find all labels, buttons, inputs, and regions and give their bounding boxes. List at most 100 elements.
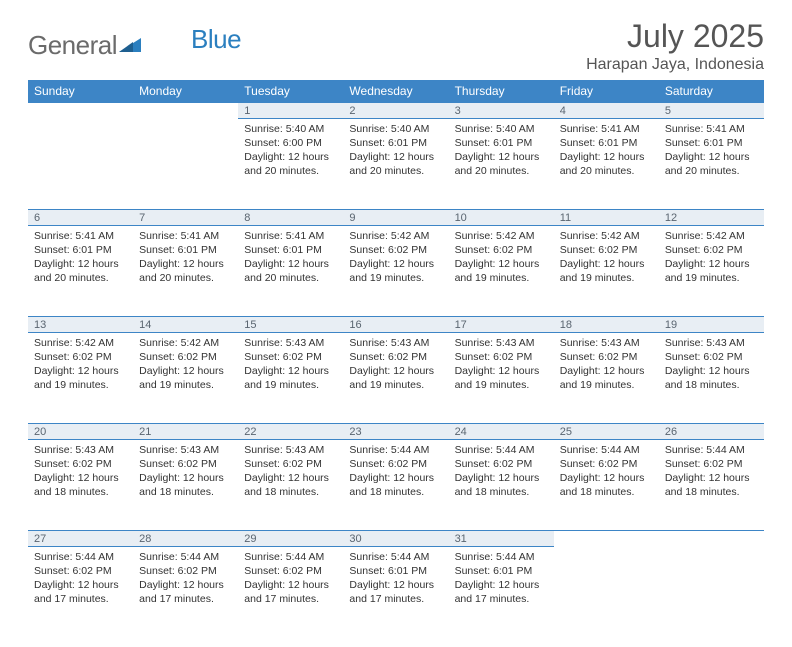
day-details: Sunrise: 5:43 AMSunset: 6:02 PMDaylight:… bbox=[244, 440, 337, 500]
location-label: Harapan Jaya, Indonesia bbox=[586, 56, 764, 74]
day-number-cell: 16 bbox=[343, 316, 448, 332]
day-details: Sunrise: 5:44 AMSunset: 6:01 PMDaylight:… bbox=[349, 547, 442, 607]
day-number-cell: 21 bbox=[133, 423, 238, 439]
day-cell: Sunrise: 5:42 AMSunset: 6:02 PMDaylight:… bbox=[133, 332, 238, 423]
header: General Blue July 2025 Harapan Jaya, Ind… bbox=[28, 20, 764, 74]
day-number-cell: 23 bbox=[343, 423, 448, 439]
day-number-cell: 8 bbox=[238, 209, 343, 225]
week-row: Sunrise: 5:43 AMSunset: 6:02 PMDaylight:… bbox=[28, 439, 764, 530]
day-cell: Sunrise: 5:40 AMSunset: 6:01 PMDaylight:… bbox=[449, 118, 554, 209]
day-cell: Sunrise: 5:44 AMSunset: 6:02 PMDaylight:… bbox=[659, 439, 764, 530]
day-cell: Sunrise: 5:42 AMSunset: 6:02 PMDaylight:… bbox=[28, 332, 133, 423]
day-cell: Sunrise: 5:44 AMSunset: 6:02 PMDaylight:… bbox=[554, 439, 659, 530]
column-header: Monday bbox=[133, 80, 238, 103]
day-cell: Sunrise: 5:42 AMSunset: 6:02 PMDaylight:… bbox=[659, 225, 764, 316]
day-cell: Sunrise: 5:41 AMSunset: 6:01 PMDaylight:… bbox=[28, 225, 133, 316]
day-details: Sunrise: 5:40 AMSunset: 6:00 PMDaylight:… bbox=[244, 119, 337, 179]
day-number-cell: 31 bbox=[449, 530, 554, 546]
day-number-cell: 22 bbox=[238, 423, 343, 439]
day-details: Sunrise: 5:43 AMSunset: 6:02 PMDaylight:… bbox=[34, 440, 127, 500]
empty-day-number-cell bbox=[659, 530, 764, 546]
column-header: Tuesday bbox=[238, 80, 343, 103]
week-row: Sunrise: 5:40 AMSunset: 6:00 PMDaylight:… bbox=[28, 118, 764, 209]
day-cell: Sunrise: 5:42 AMSunset: 6:02 PMDaylight:… bbox=[449, 225, 554, 316]
day-details: Sunrise: 5:41 AMSunset: 6:01 PMDaylight:… bbox=[34, 226, 127, 286]
day-number-cell: 1 bbox=[238, 102, 343, 118]
day-number-cell: 7 bbox=[133, 209, 238, 225]
day-cell: Sunrise: 5:40 AMSunset: 6:01 PMDaylight:… bbox=[343, 118, 448, 209]
day-number-cell: 30 bbox=[343, 530, 448, 546]
day-number-cell: 24 bbox=[449, 423, 554, 439]
day-cell: Sunrise: 5:44 AMSunset: 6:01 PMDaylight:… bbox=[449, 546, 554, 637]
empty-day-cell bbox=[28, 118, 133, 209]
logo-text-general: General bbox=[28, 30, 117, 61]
column-header: Saturday bbox=[659, 80, 764, 103]
day-number-cell: 9 bbox=[343, 209, 448, 225]
day-number-cell: 11 bbox=[554, 209, 659, 225]
day-details: Sunrise: 5:44 AMSunset: 6:02 PMDaylight:… bbox=[455, 440, 548, 500]
day-cell: Sunrise: 5:43 AMSunset: 6:02 PMDaylight:… bbox=[238, 439, 343, 530]
day-details: Sunrise: 5:44 AMSunset: 6:02 PMDaylight:… bbox=[139, 547, 232, 607]
column-header: Sunday bbox=[28, 80, 133, 103]
day-cell: Sunrise: 5:44 AMSunset: 6:02 PMDaylight:… bbox=[133, 546, 238, 637]
day-details: Sunrise: 5:44 AMSunset: 6:01 PMDaylight:… bbox=[455, 547, 548, 607]
day-details: Sunrise: 5:41 AMSunset: 6:01 PMDaylight:… bbox=[560, 119, 653, 179]
day-details: Sunrise: 5:43 AMSunset: 6:02 PMDaylight:… bbox=[244, 333, 337, 393]
day-cell: Sunrise: 5:44 AMSunset: 6:02 PMDaylight:… bbox=[238, 546, 343, 637]
day-details: Sunrise: 5:41 AMSunset: 6:01 PMDaylight:… bbox=[244, 226, 337, 286]
empty-day-number-cell bbox=[133, 102, 238, 118]
day-details: Sunrise: 5:42 AMSunset: 6:02 PMDaylight:… bbox=[34, 333, 127, 393]
empty-day-cell bbox=[659, 546, 764, 637]
day-number-cell: 27 bbox=[28, 530, 133, 546]
day-details: Sunrise: 5:43 AMSunset: 6:02 PMDaylight:… bbox=[560, 333, 653, 393]
day-details: Sunrise: 5:41 AMSunset: 6:01 PMDaylight:… bbox=[665, 119, 758, 179]
logo-text-blue: Blue bbox=[191, 24, 241, 55]
day-number-cell: 25 bbox=[554, 423, 659, 439]
day-number-cell: 6 bbox=[28, 209, 133, 225]
day-cell: Sunrise: 5:43 AMSunset: 6:02 PMDaylight:… bbox=[659, 332, 764, 423]
month-title: July 2025 bbox=[586, 20, 764, 54]
column-header: Friday bbox=[554, 80, 659, 103]
logo-triangle-icon bbox=[119, 28, 141, 59]
day-number-row: 13141516171819 bbox=[28, 316, 764, 332]
day-number-cell: 4 bbox=[554, 102, 659, 118]
day-details: Sunrise: 5:43 AMSunset: 6:02 PMDaylight:… bbox=[665, 333, 758, 393]
day-details: Sunrise: 5:43 AMSunset: 6:02 PMDaylight:… bbox=[139, 440, 232, 500]
day-cell: Sunrise: 5:44 AMSunset: 6:01 PMDaylight:… bbox=[343, 546, 448, 637]
day-number-cell: 3 bbox=[449, 102, 554, 118]
empty-day-number-cell bbox=[28, 102, 133, 118]
day-details: Sunrise: 5:44 AMSunset: 6:02 PMDaylight:… bbox=[665, 440, 758, 500]
logo: General Blue bbox=[28, 20, 241, 63]
calendar-page: General Blue July 2025 Harapan Jaya, Ind… bbox=[0, 0, 792, 647]
empty-day-cell bbox=[554, 546, 659, 637]
week-row: Sunrise: 5:44 AMSunset: 6:02 PMDaylight:… bbox=[28, 546, 764, 637]
day-cell: Sunrise: 5:41 AMSunset: 6:01 PMDaylight:… bbox=[238, 225, 343, 316]
day-number-cell: 10 bbox=[449, 209, 554, 225]
day-details: Sunrise: 5:42 AMSunset: 6:02 PMDaylight:… bbox=[665, 226, 758, 286]
day-number-cell: 20 bbox=[28, 423, 133, 439]
day-cell: Sunrise: 5:43 AMSunset: 6:02 PMDaylight:… bbox=[554, 332, 659, 423]
column-header: Thursday bbox=[449, 80, 554, 103]
day-number-row: 12345 bbox=[28, 102, 764, 118]
day-details: Sunrise: 5:44 AMSunset: 6:02 PMDaylight:… bbox=[560, 440, 653, 500]
day-details: Sunrise: 5:42 AMSunset: 6:02 PMDaylight:… bbox=[139, 333, 232, 393]
day-cell: Sunrise: 5:43 AMSunset: 6:02 PMDaylight:… bbox=[343, 332, 448, 423]
day-cell: Sunrise: 5:42 AMSunset: 6:02 PMDaylight:… bbox=[343, 225, 448, 316]
day-number-cell: 12 bbox=[659, 209, 764, 225]
day-details: Sunrise: 5:42 AMSunset: 6:02 PMDaylight:… bbox=[455, 226, 548, 286]
day-number-cell: 29 bbox=[238, 530, 343, 546]
day-cell: Sunrise: 5:43 AMSunset: 6:02 PMDaylight:… bbox=[28, 439, 133, 530]
day-details: Sunrise: 5:41 AMSunset: 6:01 PMDaylight:… bbox=[139, 226, 232, 286]
empty-day-number-cell bbox=[554, 530, 659, 546]
day-cell: Sunrise: 5:44 AMSunset: 6:02 PMDaylight:… bbox=[449, 439, 554, 530]
day-number-cell: 19 bbox=[659, 316, 764, 332]
day-details: Sunrise: 5:40 AMSunset: 6:01 PMDaylight:… bbox=[455, 119, 548, 179]
day-number-cell: 18 bbox=[554, 316, 659, 332]
day-details: Sunrise: 5:42 AMSunset: 6:02 PMDaylight:… bbox=[560, 226, 653, 286]
day-details: Sunrise: 5:43 AMSunset: 6:02 PMDaylight:… bbox=[349, 333, 442, 393]
day-number-cell: 5 bbox=[659, 102, 764, 118]
week-row: Sunrise: 5:42 AMSunset: 6:02 PMDaylight:… bbox=[28, 332, 764, 423]
day-cell: Sunrise: 5:43 AMSunset: 6:02 PMDaylight:… bbox=[238, 332, 343, 423]
day-number-cell: 17 bbox=[449, 316, 554, 332]
calendar-header-row: SundayMondayTuesdayWednesdayThursdayFrid… bbox=[28, 80, 764, 103]
